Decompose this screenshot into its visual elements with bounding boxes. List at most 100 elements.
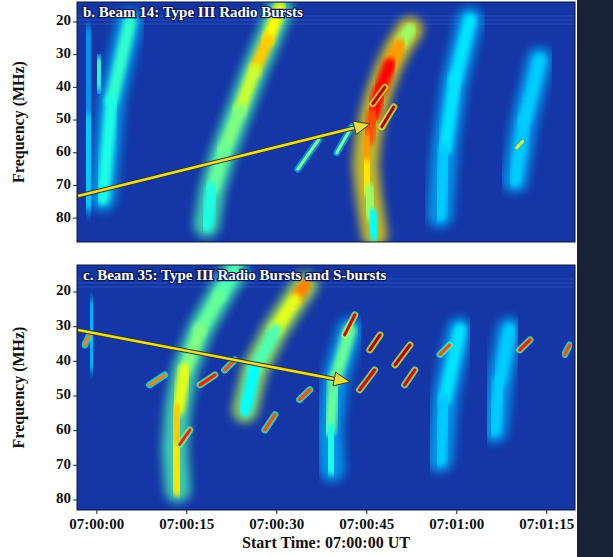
bursts [88,9,540,235]
type-iii-burst-glow [440,330,460,460]
type-iii-burst-core [515,120,525,180]
x-tick [366,510,367,514]
s-burst-glow [520,340,530,350]
type-iii-burst-core [445,80,455,149]
y-tick-label: 60 [56,143,71,159]
type-iii-burst-core [525,60,540,120]
s-burst [150,375,165,385]
s-burst [520,340,530,350]
s-burst [300,390,310,400]
arrow-head [333,372,350,386]
y-tick [73,430,77,431]
y-tick [73,87,77,88]
s-burst [85,335,90,345]
s-burst-glow [298,140,319,169]
s-burst-glow [370,335,380,350]
arrow-shaft-outline [78,128,354,196]
type-iii-burst-core [440,150,445,215]
x-tick-label: 07:00:15 [159,516,214,532]
s-burst [395,345,410,365]
s-burst [200,375,215,385]
s-burst-glow [150,375,165,385]
type-iii-burst-core [330,430,332,469]
texture-line [77,24,575,25]
x-tick [276,510,277,514]
annotation-arrow [78,121,370,196]
type-iii-burst-core [445,330,460,399]
x-tick-label: 07:00:30 [249,516,304,532]
type-iii-burst-glow [440,20,470,215]
y-tick-label: 80 [56,209,71,225]
s-burst [370,335,380,350]
s-burst-glow [345,315,355,335]
y-tick-label: 20 [56,12,71,28]
x-axis-title: Start Time: 07:00:00 UT [242,534,410,551]
panel-title: b. Beam 14: Type III Radio Bursts [83,4,303,20]
type-iii-burst-core [98,65,100,85]
x-tick [456,510,457,514]
arrow-shaft [78,128,354,196]
x-tick-label: 07:01:15 [519,516,574,532]
s-burst [517,141,523,148]
type-iii-burst-glow [175,270,235,489]
y-tick-label: 70 [56,176,71,192]
s-burst [265,415,275,430]
y-tick [73,120,77,121]
type-iii-burst-glow [330,330,350,469]
y-tick-label: 50 [56,386,71,402]
s-burst [360,370,375,390]
x-tick [186,510,187,514]
s-burst-glow [200,375,215,385]
arrow-shaft-outline [78,330,334,379]
arrow-head [353,121,370,135]
y-axis-title: Frequency (MHz) [10,61,28,183]
figure: 20 30 40 50 60 70 80 Frequency (MHz) b. Beam 14:… [0,0,613,557]
y-tick-label: 80 [56,490,71,506]
y-tick-label: 60 [56,421,71,437]
y-tick-label: 20 [56,282,71,298]
y-tick [73,21,77,22]
y-tick [73,185,77,186]
y-tick-label: 40 [56,78,71,94]
type-iii-burst-glow [515,60,540,180]
y-tick [73,361,77,362]
y-tick [73,326,77,327]
s-burst-glow [395,345,410,365]
type-iii-burst-glow [495,330,510,430]
type-iii-burst-core [455,20,470,80]
plot-background [77,2,575,242]
s-burst [180,430,190,445]
s-burst-glow [85,335,90,345]
s-burst-glow [373,87,385,103]
y-tick-label: 50 [56,110,71,126]
y-tick [73,395,77,396]
y-axis-title: Frequency (MHz) [10,327,28,449]
x-tick-label: 07:00:00 [69,516,124,532]
type-iii-burst-core [372,215,375,235]
type-iii-burst-glow [245,285,305,410]
type-iii-burst-core [495,380,500,430]
y-tick [73,152,77,153]
plot-frame [77,265,575,510]
s-burst-glow [565,345,570,354]
s-burst-glow [180,430,190,445]
annotation-arrow [78,330,350,386]
s-burst [373,87,385,103]
y-tick-label: 40 [56,352,71,368]
type-iii-burst-core [440,400,445,460]
y-tick [73,465,77,466]
s-burst-glow [265,415,275,430]
s-burst [440,345,450,354]
panel-title: c. Beam 35: Type III Radio Bursts and S-… [83,267,386,283]
s-burst [345,315,355,335]
type-iii-burst-glow [207,9,280,225]
type-iii-burst-core [103,100,112,198]
y-tick-label: 30 [56,317,71,333]
type-iii-burst-core [175,450,178,490]
type-iii-burst-core [88,120,90,202]
type-iii-burst-core [330,380,335,430]
s-burst-glow [360,370,375,390]
y-tick [73,499,77,500]
type-iii-burst-glow [366,30,410,235]
y-tick [73,292,77,293]
